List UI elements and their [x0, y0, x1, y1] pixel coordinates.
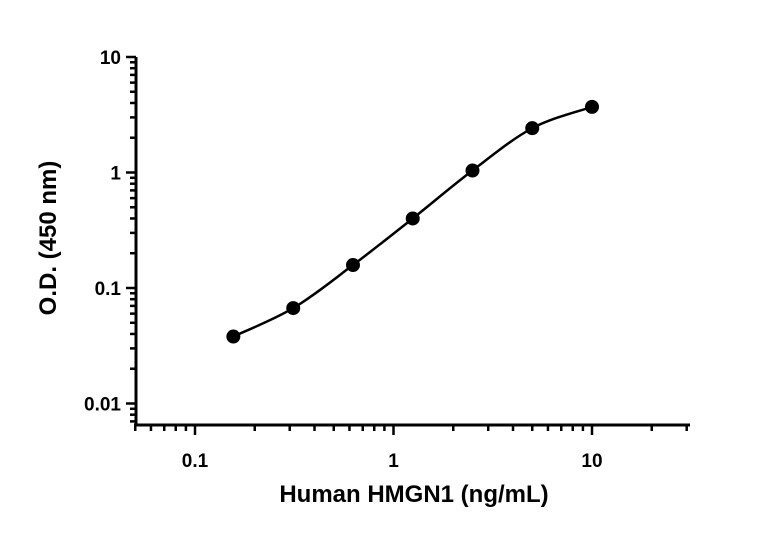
x-axis: 0.1 1 10: [133, 423, 690, 472]
data-point: [525, 121, 540, 136]
data-point: [405, 211, 420, 226]
y-tick-label: 10: [100, 48, 121, 69]
x-tick-label: 1: [388, 451, 399, 472]
y-tick-label: 1: [110, 164, 121, 185]
x-tick-label: 10: [581, 451, 602, 472]
data-point: [286, 301, 301, 316]
data-point: [585, 99, 599, 114]
data-point: [345, 258, 360, 273]
data-points-layer: [226, 99, 599, 344]
x-axis-title: Human HMGN1 (ng/mL): [279, 481, 548, 508]
y-tick-label: 0.1: [95, 279, 122, 300]
data-point: [465, 163, 480, 178]
y-tick-label: 0.01: [84, 395, 121, 416]
data-point: [226, 329, 241, 344]
x-tick-label: 0.1: [182, 451, 209, 472]
y-axis-title: O.D. (450 nm): [35, 161, 62, 316]
y-axis: 0.01 0.1 1 10: [84, 48, 138, 427]
